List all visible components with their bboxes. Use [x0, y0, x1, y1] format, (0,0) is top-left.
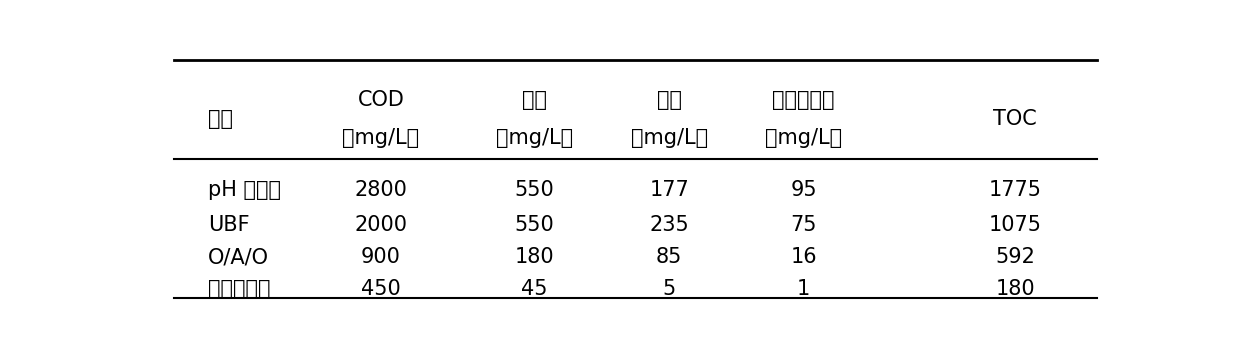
Text: O/A/O: O/A/O [208, 247, 269, 267]
Text: 1: 1 [797, 279, 810, 299]
Text: 电催化氧化: 电催化氧化 [208, 279, 270, 299]
Text: 180: 180 [996, 279, 1035, 299]
Text: 235: 235 [650, 215, 689, 235]
Text: 吵啊类物质: 吵啊类物质 [773, 89, 835, 109]
Text: 2800: 2800 [355, 180, 407, 200]
Text: 95: 95 [790, 180, 817, 200]
Text: 75: 75 [790, 215, 817, 235]
Text: 180: 180 [515, 247, 554, 267]
Text: 5: 5 [662, 279, 676, 299]
Text: 177: 177 [650, 180, 689, 200]
Text: 1075: 1075 [988, 215, 1042, 235]
Text: 550: 550 [515, 180, 554, 200]
Text: 2000: 2000 [355, 215, 407, 235]
Text: COD: COD [357, 89, 404, 109]
Text: 总氮: 总氮 [522, 89, 547, 109]
Text: 85: 85 [656, 247, 682, 267]
Text: 450: 450 [361, 279, 401, 299]
Text: UBF: UBF [208, 215, 249, 235]
Text: TOC: TOC [993, 109, 1037, 129]
Text: 1775: 1775 [988, 180, 1042, 200]
Text: （mg/L）: （mg/L） [631, 128, 708, 148]
Text: （mg/L）: （mg/L） [765, 128, 842, 148]
Text: pH 调节池: pH 调节池 [208, 180, 280, 200]
Text: 900: 900 [361, 247, 401, 267]
Text: 氨氮: 氨氮 [657, 89, 682, 109]
Text: 45: 45 [521, 279, 548, 299]
Text: （mg/L）: （mg/L） [496, 128, 573, 148]
Text: 16: 16 [790, 247, 817, 267]
Text: （mg/L）: （mg/L） [342, 128, 419, 148]
Text: 名称: 名称 [208, 109, 233, 129]
Text: 592: 592 [996, 247, 1035, 267]
Text: 550: 550 [515, 215, 554, 235]
